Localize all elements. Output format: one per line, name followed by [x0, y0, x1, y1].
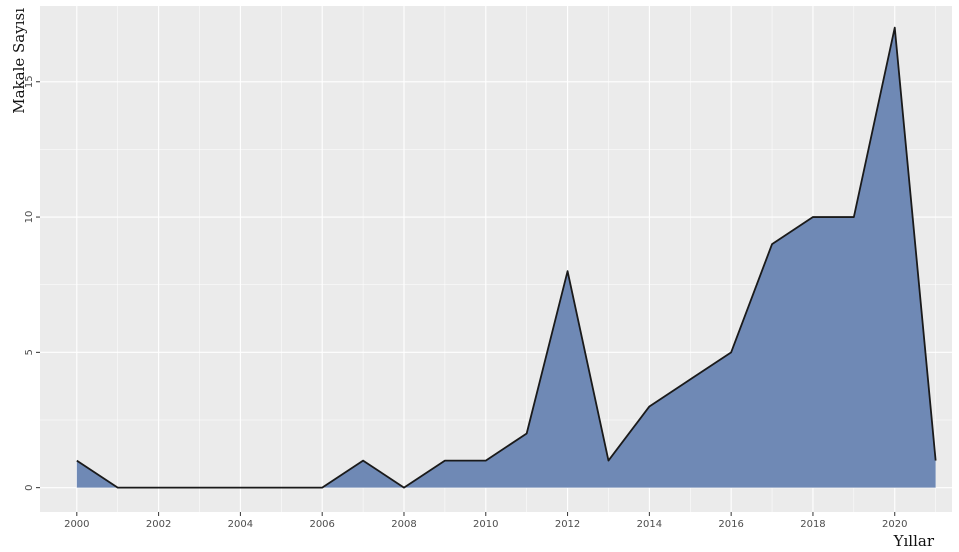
x-axis-title: Yıllar	[893, 532, 935, 550]
y-tick-label: 10	[24, 211, 35, 224]
x-tick-label: 2012	[555, 519, 580, 530]
x-tick-label: 2004	[228, 519, 253, 530]
x-tick-label: 2000	[64, 519, 89, 530]
x-tick-label: 2020	[882, 519, 907, 530]
y-axis-title: Makale Sayısı	[10, 8, 28, 114]
x-tick-label: 2006	[309, 519, 334, 530]
y-tick-label: 0	[24, 484, 35, 490]
x-tick-label: 2018	[800, 519, 825, 530]
y-axis-ticks: 0 5 10 15	[24, 75, 40, 491]
x-axis-ticks: 2000 2002 2004 2006 2008 2010 2012 2014 2016 2018…	[64, 512, 907, 530]
x-tick-label: 2008	[391, 519, 416, 530]
x-tick-label: 2010	[473, 519, 498, 530]
x-tick-label: 2016	[718, 519, 743, 530]
area-series-fill	[76, 27, 936, 488]
area-series-line	[76, 26, 937, 489]
y-tick-label: 15	[24, 75, 35, 88]
x-tick-label: 2002	[146, 519, 171, 530]
x-tick-label: 2014	[637, 519, 662, 530]
y-tick-label: 5	[24, 349, 35, 355]
